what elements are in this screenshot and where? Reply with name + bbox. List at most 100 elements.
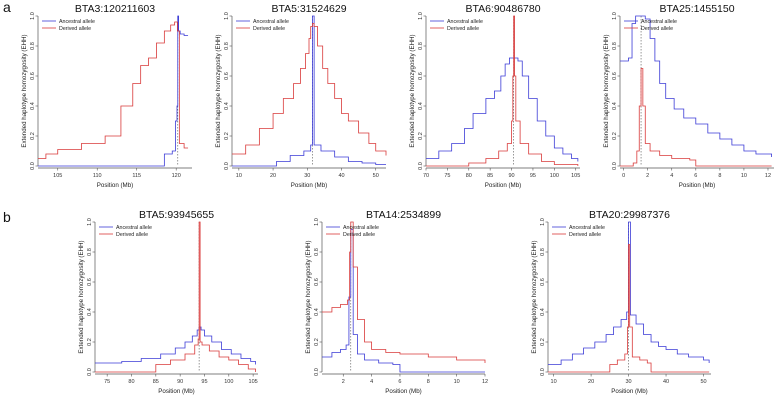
- ehh-chart-2-series-derived: [232, 23, 387, 156]
- ehh-chart-4-x-tick-label: 2: [646, 173, 649, 179]
- ehh-chart-4-y-tick-label: 0.4: [612, 102, 618, 110]
- ehh-chart-6-series-derived: [322, 221, 486, 363]
- ehh-chart-3-y-label: Extended haplotype homozygosity (EHH): [409, 34, 416, 147]
- ehh-chart-2-y-tick-label: 0.2: [224, 132, 230, 140]
- ehh-chart-6-y-tick-label: 0.0: [314, 368, 320, 376]
- ehh-chart-1-x-tick-label: 115: [132, 173, 141, 179]
- ehh-chart-2-series-ancestral: [232, 15, 386, 167]
- ehh-chart-3-legend-label-ancestral: Ancestral allele: [447, 19, 483, 25]
- ehh-chart-6-legend-label-derived: Derived allele: [343, 232, 375, 238]
- ehh-chart-7-x-tick-label: 20: [588, 379, 594, 385]
- ehh-chart-2-legend-label-derived: Derived allele: [253, 26, 285, 32]
- ehh-chart-5-series-derived: [95, 221, 256, 373]
- ehh-chart-3-x-tick-label: 70: [423, 173, 429, 179]
- ehh-chart-5-legend-label-derived: Derived allele: [116, 232, 148, 238]
- ehh-chart-5-x-tick-label: 100: [224, 379, 233, 385]
- ehh-chart-2-x-tick-label: 50: [373, 173, 379, 179]
- ehh-chart-5-series-ancestral: [95, 326, 256, 365]
- ehh-chart-4-x-tick-label: 8: [718, 173, 721, 179]
- ehh-chart-7-x-tick-label: 30: [626, 379, 632, 385]
- ehh-chart-7-legend-label-derived: Derived allele: [569, 232, 601, 238]
- ehh-chart-7-y-tick-label: 1.0: [540, 218, 546, 226]
- ehh-chart-4-y-label: Extended haplotype homozygosity (EHH): [603, 34, 610, 147]
- ehh-chart-6-y-tick-label: 0.6: [314, 278, 320, 286]
- ehh-chart-3-x-tick-label: 85: [487, 173, 493, 179]
- ehh-chart-7-y-tick-label: 0.0: [540, 368, 546, 376]
- ehh-chart-6-x-tick-label: 12: [482, 379, 488, 385]
- ehh-chart-4-y-tick-label: 0.0: [612, 162, 618, 170]
- ehh-chart-1: BTA3:120211603 0.0 0.2 0.4 0.6 0.8 1.0 105 110 11…: [21, 3, 192, 189]
- ehh-chart-5-title: BTA5:93945655: [139, 209, 214, 221]
- ehh-chart-7-y-tick-label: 0.2: [540, 338, 546, 346]
- ehh-chart-6-x-tick-label: 6: [398, 379, 401, 385]
- ehh-chart-7-series-ancestral: [548, 221, 710, 365]
- ehh-chart-7-y-tick-label: 0.8: [540, 248, 546, 256]
- ehh-chart-6-x-tick-label: 10: [454, 379, 460, 385]
- ehh-chart-2-x-tick-label: 20: [270, 173, 276, 179]
- ehh-chart-2-y-label: Extended haplotype homozygosity (EHH): [215, 34, 222, 147]
- ehh-chart-5: BTA5:93945655 0.0 0.2 0.4 0.6 0.8 1.0 75 80 85 90 9…: [78, 209, 258, 395]
- ehh-chart-7-y-label: Extended haplotype homozygosity (EHH): [531, 240, 538, 353]
- ehh-chart-1-title: BTA3:120211603: [75, 3, 155, 15]
- ehh-chart-4: BTA25:1455150 0.0 0.2 0.4 0.6 0.8 1.0 0 2 4 6 8 10 12…: [603, 3, 774, 189]
- ehh-chart-2-y-tick-label: 0.8: [224, 42, 230, 50]
- ehh-chart-6-x-tick-label: 8: [427, 379, 430, 385]
- ehh-chart-6-legend-label-ancestral: Ancestral allele: [343, 225, 379, 231]
- ehh-chart-2: BTA5:31524629 0.0 0.2 0.4 0.6 0.8 1.0 10 20 30 40 5…: [215, 3, 387, 189]
- ehh-chart-2-legend-label-ancestral: Ancestral allele: [253, 19, 289, 25]
- ehh-chart-3-x-tick-label: 100: [550, 173, 559, 179]
- ehh-chart-4-series-derived: [620, 68, 772, 167]
- ehh-chart-2-y-tick-label: 0.6: [224, 72, 230, 80]
- ehh-chart-6-y-tick-label: 1.0: [314, 218, 320, 226]
- ehh-chart-5-x-tick-label: 95: [201, 379, 207, 385]
- ehh-chart-4-title: BTA25:1455150: [659, 3, 734, 15]
- panel-label-a: a: [3, 0, 11, 15]
- ehh-chart-7-x-tick-label: 40: [663, 379, 669, 385]
- ehh-chart-4-series-ancestral: [620, 15, 772, 157]
- ehh-chart-5-legend-label-ancestral: Ancestral allele: [116, 225, 152, 231]
- ehh-chart-3-series-ancestral: [426, 57, 579, 162]
- ehh-chart-1-legend-label-ancestral: Ancestral allele: [59, 19, 95, 25]
- ehh-chart-6-y-label: Extended haplotype homozygosity (EHH): [305, 240, 312, 353]
- ehh-chart-7-x-tick-label: 50: [700, 379, 706, 385]
- ehh-chart-5-y-tick-label: 0.0: [87, 368, 93, 376]
- ehh-chart-4-legend-label-ancestral: Ancestral allele: [641, 19, 677, 25]
- ehh-chart-2-x-tick-label: 40: [338, 173, 344, 179]
- ehh-chart-3-legend-label-derived: Derived allele: [447, 26, 479, 32]
- ehh-chart-3-x-tick-label: 75: [444, 173, 450, 179]
- ehh-chart-7-y-tick-label: 0.4: [540, 308, 546, 316]
- ehh-chart-2-y-tick-label: 1.0: [224, 12, 230, 20]
- ehh-chart-3-title: BTA6:90486780: [465, 3, 540, 15]
- ehh-chart-1-y-tick-label: 0.2: [30, 132, 36, 140]
- ehh-chart-1-x-label: Position (Mb): [97, 182, 133, 189]
- ehh-chart-5-x-tick-label: 105: [249, 379, 258, 385]
- ehh-chart-7-legend-label-ancestral: Ancestral allele: [569, 225, 605, 231]
- ehh-chart-1-x-tick-label: 110: [93, 173, 102, 179]
- ehh-chart-6-title: BTA14:2534899: [366, 209, 441, 221]
- charts-container: BTA3:120211603 0.0 0.2 0.4 0.6 0.8 1.0 105 110 11…: [21, 3, 774, 395]
- ehh-chart-3-x-tick-label: 90: [508, 173, 514, 179]
- ehh-chart-4-x-tick-label: 6: [694, 173, 697, 179]
- ehh-chart-1-series-ancestral: [38, 15, 189, 167]
- ehh-chart-4-y-tick-label: 1.0: [612, 12, 618, 20]
- ehh-chart-4-y-tick-label: 0.2: [612, 132, 618, 140]
- ehh-chart-7-x-label: Position (Mb): [611, 388, 647, 395]
- ehh-chart-2-x-label: Position (Mb): [291, 182, 327, 189]
- ehh-chart-2-y-tick-label: 0.4: [224, 102, 230, 110]
- panel-label-b: b: [3, 209, 11, 225]
- ehh-chart-4-x-tick-label: 10: [741, 173, 747, 179]
- ehh-chart-7-y-tick-label: 0.6: [540, 278, 546, 286]
- ehh-chart-6-series-ancestral: [322, 229, 485, 373]
- ehh-chart-4-legend-label-derived: Derived allele: [641, 26, 673, 32]
- ehh-chart-3-x-tick-label: 105: [571, 173, 580, 179]
- ehh-chart-2-title: BTA5:31524629: [271, 3, 346, 15]
- ehh-chart-5-x-tick-label: 75: [104, 379, 110, 385]
- ehh-chart-3-y-tick-label: 0.2: [418, 132, 424, 140]
- ehh-chart-1-series-derived: [38, 21, 189, 159]
- ehh-chart-5-y-tick-label: 1.0: [87, 218, 93, 226]
- ehh-chart-5-y-tick-label: 0.4: [87, 308, 93, 316]
- ehh-chart-3-x-tick-label: 80: [466, 173, 472, 179]
- ehh-chart-3-series-derived: [426, 15, 579, 167]
- ehh-chart-6-x-tick-label: 2: [342, 379, 345, 385]
